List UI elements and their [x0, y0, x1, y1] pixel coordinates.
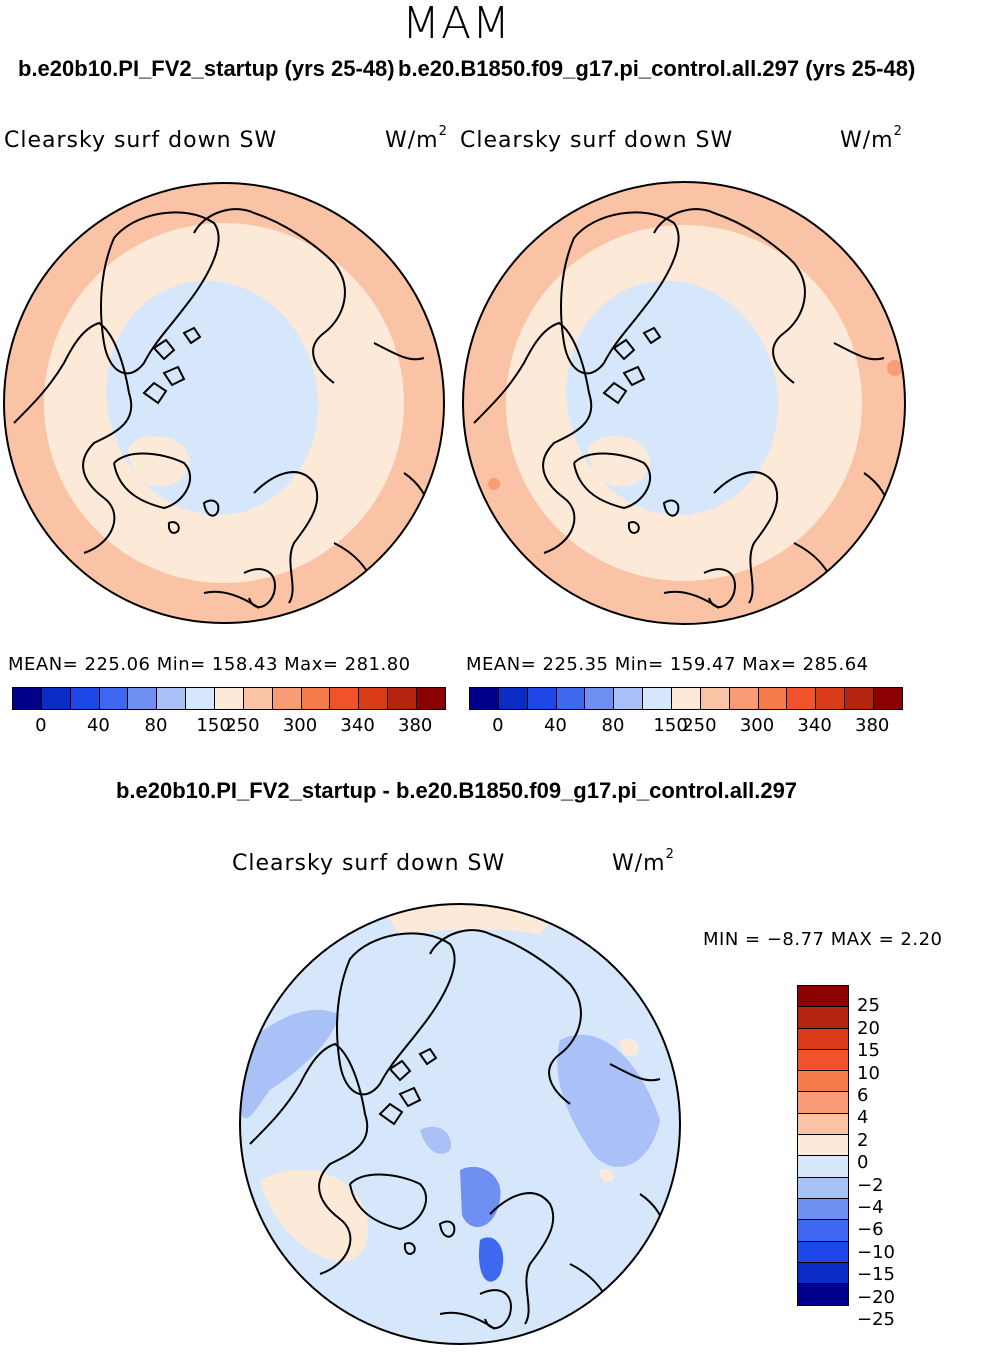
colorbar-tick-label: 150	[196, 715, 231, 736]
colorbar-swatch	[798, 1028, 848, 1050]
colorbar-swatch	[798, 1049, 848, 1072]
colorbar-swatch	[798, 1135, 848, 1157]
colorbar-swatch	[798, 1198, 848, 1221]
colorbar-tick-label: −10	[857, 1241, 895, 1263]
colorbar-swatch	[359, 688, 389, 709]
colorbar-swatch	[186, 688, 216, 709]
left-variable-title: Clearsky surf down SW	[4, 128, 278, 153]
diff-variable-title: Clearsky surf down SW	[232, 851, 506, 876]
colorbar-tick-label: 80	[144, 715, 168, 736]
colorbar-swatch	[301, 688, 331, 709]
colorbar-swatch	[643, 688, 673, 709]
colorbar-swatch	[758, 688, 788, 709]
left-units: W/m2	[385, 124, 448, 153]
left-map	[4, 183, 444, 623]
colorbar-tick-label: 6	[857, 1085, 869, 1106]
diff-stats: MIN = −8.77 MAX = 2.20	[703, 929, 943, 950]
colorbar-tick-label: 4	[857, 1107, 869, 1129]
right-stats: MEAN= 225.35 Min= 159.47 Max= 285.64	[466, 654, 869, 675]
colorbar-tick-label: 0	[857, 1152, 869, 1174]
colorbar-tick-label: 300	[739, 715, 775, 736]
colorbar-tick-label: 340	[797, 715, 832, 736]
colorbar-tick-label: −15	[857, 1264, 895, 1286]
colorbar-swatch	[470, 688, 499, 709]
colorbar-tick-label: 250	[682, 715, 717, 736]
colorbar-swatch	[157, 688, 187, 709]
colorbar-swatch	[729, 688, 759, 709]
colorbar-tick-label: 250	[225, 715, 260, 736]
colorbar-swatch	[816, 688, 846, 709]
colorbar-swatch	[13, 688, 42, 709]
colorbar-tick-label: 340	[340, 715, 375, 736]
colorbar-tick-label: 380	[855, 715, 890, 736]
colorbar-tick-label: 40	[543, 715, 567, 736]
colorbar-swatch	[845, 688, 875, 709]
colorbar-swatch	[243, 688, 273, 709]
right-case-title: b.e20.B1850.f09_g17.pi_control.all.297 (…	[398, 56, 916, 81]
colorbar-swatch	[798, 1156, 848, 1178]
colorbar-tick-label: −6	[857, 1219, 884, 1241]
colorbar-swatch	[99, 688, 129, 709]
colorbar-swatch	[798, 1284, 848, 1306]
right-colorbar	[469, 687, 903, 710]
colorbar-swatch	[798, 1220, 848, 1242]
left-colorbar	[12, 687, 446, 710]
diff-map	[240, 904, 680, 1344]
colorbar-swatch	[70, 688, 100, 709]
colorbar-tick-label: −20	[857, 1286, 895, 1308]
colorbar-swatch	[41, 688, 71, 709]
colorbar-tick-label: 15	[857, 1040, 880, 1062]
colorbar-swatch	[272, 688, 302, 709]
colorbar-tick-label: 150	[653, 715, 688, 736]
colorbar-tick-label: 80	[601, 715, 625, 736]
colorbar-swatch	[585, 688, 615, 709]
left-case-title: b.e20b10.PI_FV2_startup (yrs 25-48)	[18, 56, 395, 81]
right-map	[463, 182, 905, 624]
diff-title: b.e20b10.PI_FV2_startup - b.e20.B1850.f0…	[115, 778, 798, 803]
colorbar-swatch	[527, 688, 557, 709]
season-title: MAM	[401, 0, 512, 49]
colorbar-swatch	[388, 688, 418, 709]
colorbar-tick-label: 20	[857, 1017, 880, 1039]
left-stats: MEAN= 225.06 Min= 158.43 Max= 281.80	[8, 654, 411, 675]
colorbar-swatch	[417, 688, 445, 709]
colorbar-swatch	[798, 986, 848, 1008]
colorbar-tick-label: 2	[857, 1129, 869, 1151]
colorbar-swatch	[798, 1262, 848, 1285]
colorbar-tick-label: 10	[857, 1062, 880, 1084]
diff-units: W/m2	[612, 847, 675, 876]
colorbar-swatch	[498, 688, 528, 709]
colorbar-swatch	[330, 688, 360, 709]
colorbar-tick-label: 0	[35, 715, 47, 736]
colorbar-tick-label: 0	[492, 715, 504, 736]
colorbar-swatch	[556, 688, 586, 709]
colorbar-tick-label: −25	[857, 1309, 895, 1330]
colorbar-tick-label: 25	[857, 995, 880, 1017]
colorbar-tick-label: −2	[857, 1174, 884, 1196]
colorbar-tick-label: 300	[282, 715, 318, 736]
colorbar-tick-label: −4	[857, 1197, 884, 1218]
colorbar-swatch	[614, 688, 644, 709]
colorbar-swatch	[798, 1241, 848, 1263]
colorbar-swatch	[798, 1071, 848, 1093]
colorbar-swatch	[874, 688, 902, 709]
colorbar-tick-label: 380	[398, 715, 433, 736]
right-variable-title: Clearsky surf down SW	[460, 128, 734, 153]
colorbar-swatch	[798, 1113, 848, 1136]
colorbar-tick-label: 40	[86, 715, 110, 736]
colorbar-swatch	[798, 1177, 848, 1199]
colorbar-swatch	[215, 688, 244, 709]
colorbar-swatch	[672, 688, 701, 709]
colorbar-swatch	[700, 688, 730, 709]
colorbar-swatch	[798, 1092, 848, 1114]
diff-colorbar	[797, 985, 849, 1307]
colorbar-swatch	[798, 1007, 848, 1029]
colorbar-swatch	[128, 688, 158, 709]
colorbar-swatch	[787, 688, 817, 709]
right-units: W/m2	[840, 124, 903, 153]
